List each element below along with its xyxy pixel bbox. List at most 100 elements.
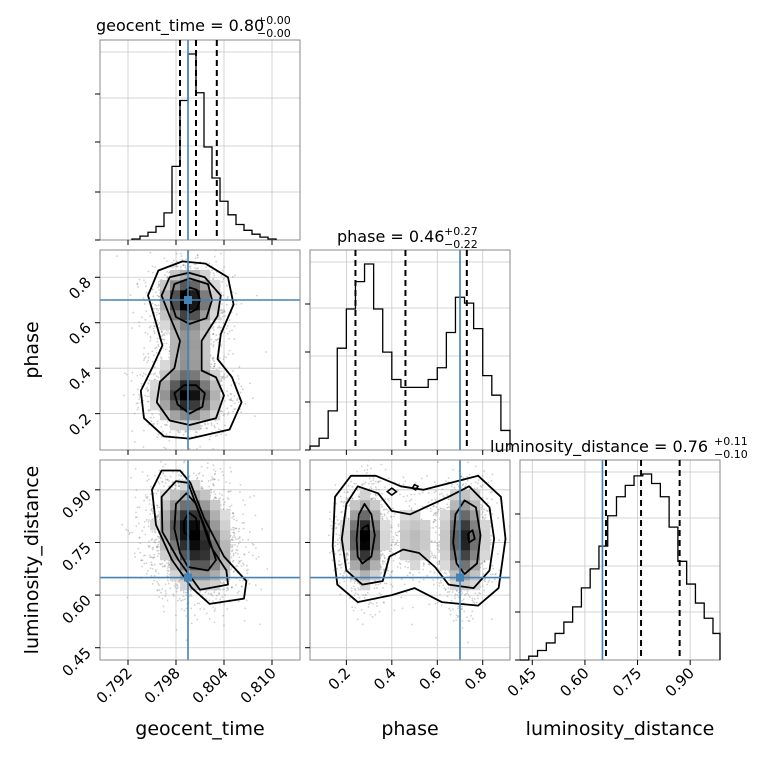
- sample-point: [163, 486, 165, 488]
- sample-point: [232, 512, 234, 514]
- sample-point: [222, 270, 224, 272]
- sample-point: [214, 610, 216, 612]
- sample-point: [149, 252, 151, 254]
- density-cell: [190, 390, 200, 400]
- sample-point: [249, 583, 251, 585]
- scatter-panel-geocent-time-vs-luminosity-distance: [100, 437, 300, 660]
- sample-point: [172, 593, 174, 595]
- sample-point: [237, 375, 239, 377]
- sample-point: [132, 312, 134, 314]
- sample-point: [237, 545, 239, 547]
- sample-point: [220, 253, 222, 255]
- sample-point: [143, 372, 145, 374]
- sample-point: [148, 395, 150, 397]
- sample-point: [174, 583, 176, 585]
- sample-point: [135, 468, 137, 470]
- sample-point: [244, 504, 246, 506]
- sample-point: [230, 568, 232, 570]
- sample-point: [211, 327, 213, 329]
- sample-point: [208, 263, 210, 265]
- sample-point: [233, 555, 235, 557]
- sample-point: [144, 303, 146, 305]
- sample-point: [223, 625, 225, 627]
- sample-point: [158, 313, 160, 315]
- sample-point: [218, 428, 220, 430]
- sample-point: [148, 356, 150, 358]
- sample-point: [183, 592, 185, 594]
- sample-point: [168, 562, 170, 564]
- sample-point: [158, 327, 160, 329]
- sample-point: [165, 331, 167, 333]
- histogram-step-geocent-time: [132, 54, 276, 240]
- sample-point: [227, 353, 229, 355]
- sample-point: [231, 529, 233, 531]
- sample-point: [135, 525, 137, 527]
- sample-point: [222, 411, 224, 413]
- histogram-panel-geocent-time: [95, 40, 300, 240]
- sample-point: [255, 558, 257, 560]
- sample-point: [163, 611, 165, 613]
- sample-point: [221, 396, 223, 398]
- sample-point: [229, 350, 231, 352]
- sample-point: [149, 315, 151, 317]
- sample-point: [207, 462, 209, 464]
- sample-point: [224, 501, 226, 503]
- sample-point: [158, 573, 160, 575]
- sample-point: [164, 274, 166, 276]
- sample-point: [214, 256, 216, 258]
- sample-point: [234, 338, 236, 340]
- panel-grid: [310, 250, 510, 450]
- sample-point: [129, 532, 131, 534]
- sample-point: [139, 536, 141, 538]
- sample-point: [213, 341, 215, 343]
- sample-point: [152, 583, 154, 585]
- sample-point: [223, 373, 225, 375]
- sample-point: [229, 319, 231, 321]
- sample-point: [147, 545, 149, 547]
- sample-point: [227, 414, 229, 416]
- sample-point: [131, 532, 133, 534]
- sample-point: [232, 370, 234, 372]
- sample-point: [143, 353, 145, 355]
- sample-point: [156, 341, 158, 343]
- sample-point: [210, 435, 212, 437]
- sample-point: [231, 557, 233, 559]
- sample-point: [217, 423, 219, 425]
- sample-point: [158, 281, 160, 283]
- sample-point: [167, 567, 169, 569]
- sample-point: [147, 475, 149, 477]
- sample-point: [180, 253, 182, 255]
- sample-point: [172, 580, 174, 582]
- sample-point: [137, 407, 139, 409]
- density-cell: [200, 290, 210, 300]
- sample-point: [136, 489, 138, 491]
- sample-point: [195, 241, 197, 243]
- sample-point: [160, 426, 162, 428]
- sample-point: [158, 541, 160, 543]
- sample-point: [141, 316, 143, 318]
- sample-point: [252, 397, 254, 399]
- sample-point: [150, 337, 152, 339]
- sample-point: [214, 363, 216, 365]
- sample-point: [242, 499, 244, 501]
- histogram-panel-phase: [305, 250, 510, 450]
- sample-point: [163, 565, 165, 567]
- sample-point: [130, 294, 132, 296]
- sample-point: [163, 455, 165, 457]
- sample-point: [200, 427, 202, 429]
- sample-point: [231, 330, 233, 332]
- sample-point: [178, 474, 180, 476]
- sample-point: [165, 348, 167, 350]
- sample-point: [226, 408, 228, 410]
- sample-point: [147, 333, 149, 335]
- sample-point: [167, 276, 169, 278]
- sample-point: [227, 491, 229, 493]
- sample-point: [153, 557, 155, 559]
- sample-point: [221, 292, 223, 294]
- sample-point: [181, 608, 183, 610]
- sample-point: [221, 303, 223, 305]
- sample-point: [236, 303, 238, 305]
- sample-point: [218, 479, 220, 481]
- sample-point: [183, 595, 185, 597]
- scatter-panel-geocent-time-vs-phase: [100, 221, 300, 480]
